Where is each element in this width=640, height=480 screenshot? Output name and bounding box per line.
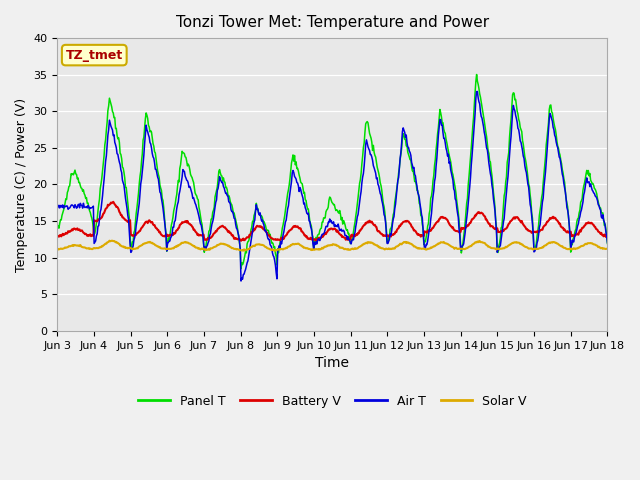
Panel T bbox=[120, 169, 128, 175]
Text: TZ_tmet: TZ_tmet bbox=[66, 48, 123, 61]
Air T bbox=[416, 201, 424, 207]
Solar V bbox=[54, 246, 61, 252]
Battery V bbox=[109, 199, 117, 204]
Panel T bbox=[237, 266, 245, 272]
Panel T bbox=[54, 223, 61, 229]
Solar V bbox=[417, 246, 424, 252]
Solar V bbox=[121, 244, 129, 250]
Battery V bbox=[206, 235, 214, 240]
Line: Air T: Air T bbox=[58, 92, 607, 281]
Battery V bbox=[54, 233, 61, 239]
Legend: Panel T, Battery V, Air T, Solar V: Panel T, Battery V, Air T, Solar V bbox=[134, 390, 531, 413]
Solar V bbox=[604, 246, 611, 252]
Battery V bbox=[63, 230, 71, 236]
Solar V bbox=[271, 248, 279, 253]
Solar V bbox=[206, 247, 214, 252]
Battery V bbox=[401, 218, 408, 224]
Line: Solar V: Solar V bbox=[58, 240, 607, 251]
Air T bbox=[604, 240, 611, 245]
Panel T bbox=[176, 166, 184, 171]
Solar V bbox=[63, 244, 71, 250]
Panel T bbox=[400, 132, 408, 138]
Solar V bbox=[106, 238, 113, 243]
Air T bbox=[63, 203, 71, 209]
Battery V bbox=[177, 222, 184, 228]
Battery V bbox=[417, 234, 424, 240]
Air T bbox=[205, 238, 212, 244]
Y-axis label: Temperature (C) / Power (V): Temperature (C) / Power (V) bbox=[15, 97, 28, 272]
Air T bbox=[176, 188, 184, 194]
Panel T bbox=[473, 72, 481, 77]
Air T bbox=[474, 89, 481, 95]
Panel T bbox=[63, 190, 71, 195]
Line: Battery V: Battery V bbox=[58, 202, 607, 241]
Panel T bbox=[604, 240, 611, 246]
Solar V bbox=[401, 240, 408, 245]
Panel T bbox=[416, 202, 424, 208]
X-axis label: Time: Time bbox=[316, 356, 349, 370]
Battery V bbox=[237, 238, 245, 244]
Battery V bbox=[604, 233, 611, 239]
Title: Tonzi Tower Met: Temperature and Power: Tonzi Tower Met: Temperature and Power bbox=[176, 15, 489, 30]
Air T bbox=[237, 278, 245, 284]
Air T bbox=[54, 205, 61, 211]
Solar V bbox=[177, 241, 184, 247]
Air T bbox=[120, 182, 128, 188]
Panel T bbox=[205, 228, 212, 234]
Line: Panel T: Panel T bbox=[58, 74, 607, 269]
Air T bbox=[400, 128, 408, 133]
Battery V bbox=[121, 216, 129, 222]
